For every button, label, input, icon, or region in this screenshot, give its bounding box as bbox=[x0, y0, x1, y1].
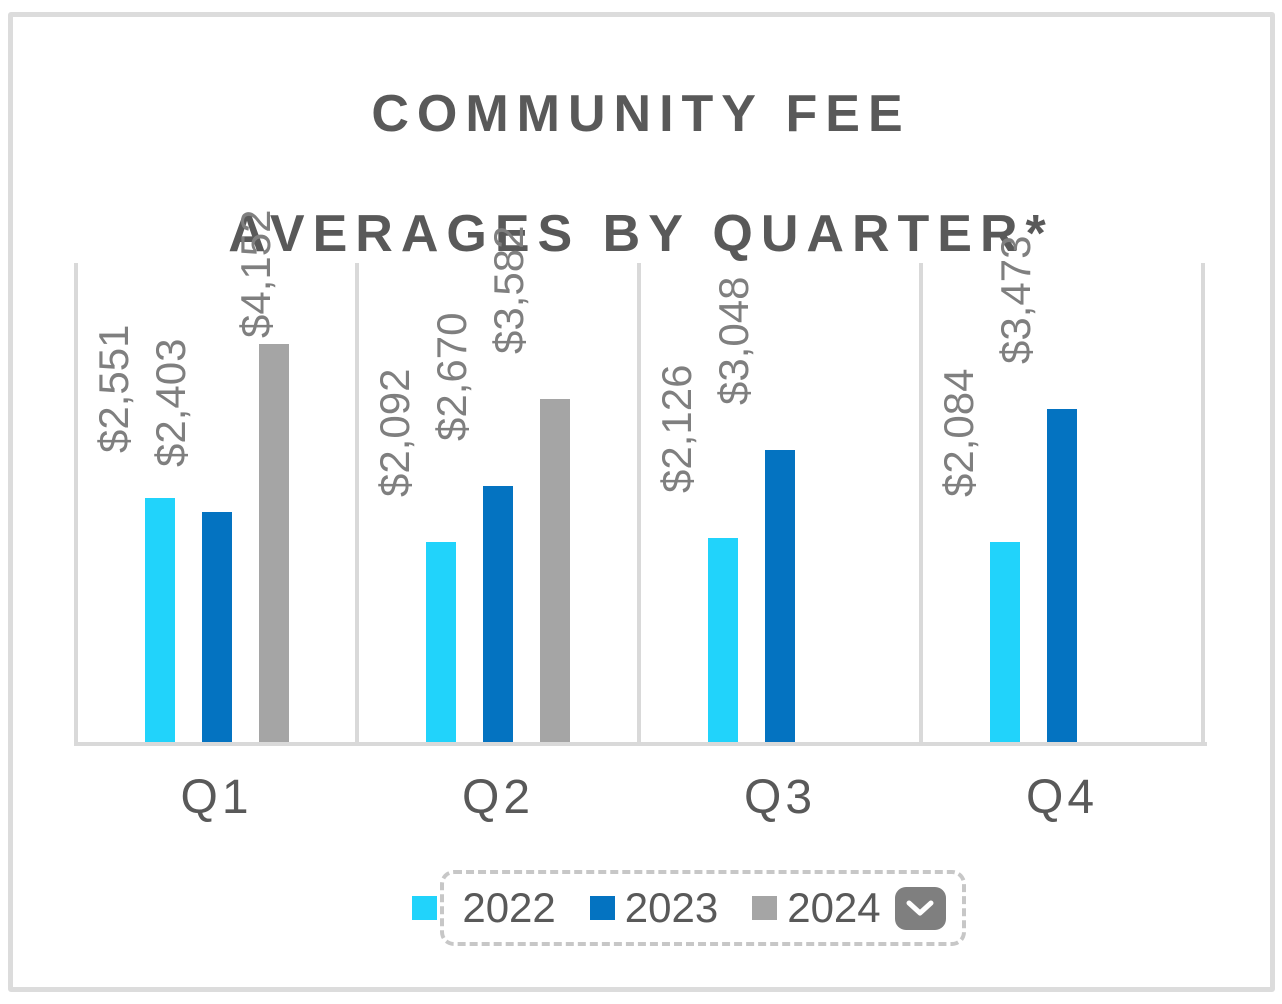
data-label-2023-q3: $3,048 bbox=[710, 276, 757, 405]
legend-swatch-2024[interactable] bbox=[752, 896, 778, 920]
legend-label-2022[interactable]: 2022 bbox=[462, 884, 556, 931]
category-gridline-0 bbox=[74, 263, 78, 746]
legend-label-2023[interactable]: 2023 bbox=[624, 884, 719, 931]
bar-2024-q2[interactable] bbox=[540, 399, 570, 742]
category-gridline-4 bbox=[1201, 263, 1205, 746]
bar-2023-q2[interactable] bbox=[483, 486, 513, 742]
data-label-2022-q1: $2,551 bbox=[89, 324, 137, 453]
data-label-2024-q2: $3,582 bbox=[485, 225, 532, 354]
category-gridline-3 bbox=[919, 263, 923, 746]
bar-2023-q4[interactable] bbox=[1047, 409, 1077, 742]
data-label-2023-q1: $2,403 bbox=[146, 338, 194, 467]
data-label-2023-q4: $3,473 bbox=[992, 235, 1039, 364]
legend-swatch-2023[interactable] bbox=[589, 896, 615, 920]
legend[interactable]: 2022 2023 2024 bbox=[48, 870, 1282, 946]
bar-2023-q1[interactable] bbox=[201, 512, 232, 742]
bar-2022-q4[interactable] bbox=[990, 542, 1020, 742]
category-gridline-2 bbox=[637, 263, 641, 746]
chart-title: COMMUNITY FEE AVERAGES BY QUARTER* bbox=[0, 24, 1282, 264]
data-label-2022-q2: $2,092 bbox=[371, 368, 418, 497]
data-label-2022-q4: $2,084 bbox=[935, 368, 982, 497]
category-gridline-1 bbox=[355, 263, 359, 746]
chart-title-line1: COMMUNITY FEE bbox=[371, 85, 911, 143]
bar-2022-q1[interactable] bbox=[144, 498, 175, 742]
bar-2022-q2[interactable] bbox=[426, 542, 456, 742]
legend-selection-box[interactable]: 2022 2023 2024 bbox=[440, 870, 966, 946]
x-axis-line bbox=[76, 742, 1207, 746]
x-tick-q3: Q3 bbox=[743, 771, 817, 824]
data-label-2024-q1: $4,152 bbox=[231, 209, 279, 338]
chart-title-line2: AVERAGES BY QUARTER* bbox=[228, 205, 1054, 263]
legend-dropdown-button[interactable] bbox=[894, 886, 946, 930]
bar-2024-q1[interactable] bbox=[258, 344, 289, 742]
data-label-2022-q3: $2,126 bbox=[653, 364, 700, 493]
legend-label-2024[interactable]: 2024 bbox=[787, 884, 881, 931]
chevron-down-icon bbox=[906, 900, 934, 915]
legend-swatch-2022[interactable] bbox=[412, 896, 438, 920]
data-label-2023-q2: $2,670 bbox=[428, 312, 475, 441]
x-tick-q2: Q2 bbox=[461, 771, 535, 824]
bar-2022-q3[interactable] bbox=[708, 538, 738, 742]
x-tick-q4: Q4 bbox=[1025, 771, 1099, 824]
bar-2023-q3[interactable] bbox=[765, 450, 795, 742]
x-tick-q1: Q1 bbox=[180, 771, 253, 824]
